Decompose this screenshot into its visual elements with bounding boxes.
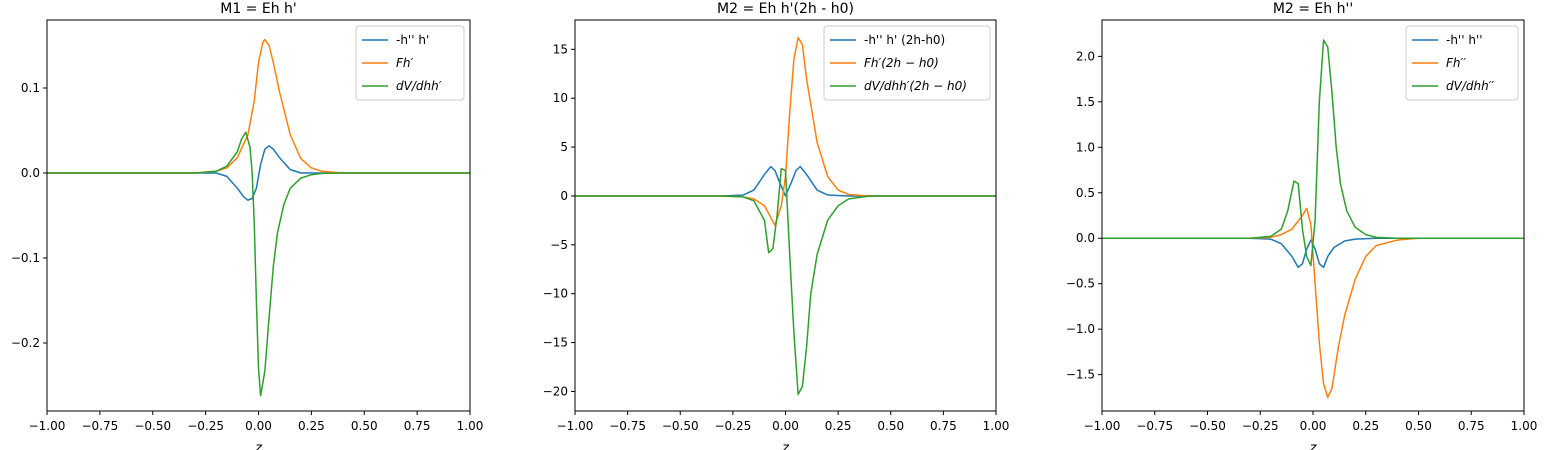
y-tick-label: −0.1 xyxy=(11,251,40,265)
y-tick-label: 1.0 xyxy=(1076,140,1095,154)
series-line-3 xyxy=(47,131,470,397)
x-tick-label: −0.50 xyxy=(662,419,699,433)
x-tick-label: −0.75 xyxy=(1136,419,1173,433)
x-tick-label: 1.00 xyxy=(457,419,484,433)
x-tick-label: 0.00 xyxy=(245,419,272,433)
x-axis-label: z xyxy=(781,441,790,450)
series-line-3 xyxy=(1102,39,1524,267)
legend: -h'' h' Fh′ dV/dhh′ xyxy=(355,25,465,101)
chart-title: M2 = Eh h'' xyxy=(1273,1,1353,17)
x-tick-label: 0.25 xyxy=(1352,419,1379,433)
legend-label: -h'' h'' xyxy=(1446,33,1483,47)
legend-box xyxy=(355,25,465,101)
x-tick-label: 0.50 xyxy=(351,419,378,433)
x-tick-label: 1.00 xyxy=(1511,419,1538,433)
y-tick-label: 1.5 xyxy=(1076,95,1095,109)
chart-title: M2 = Eh h'(2h - h0) xyxy=(717,1,854,17)
y-tick-label: 0 xyxy=(560,189,568,203)
x-axis-label: z xyxy=(254,441,263,450)
x-tick-label: 0.25 xyxy=(298,419,325,433)
legend-label: Fh′ xyxy=(396,56,414,70)
x-tick-label: −0.75 xyxy=(81,419,118,433)
y-tick-label: 15 xyxy=(553,42,568,56)
legend-label: Fh′′ xyxy=(1446,56,1466,70)
x-tick-label: −0.25 xyxy=(1242,419,1279,433)
legend-label: dV/dhh′(2h − h0) xyxy=(864,79,967,93)
x-tick-label: −1.00 xyxy=(557,419,594,433)
x-tick-label: 0.25 xyxy=(825,419,852,433)
chart-title: M1 = Eh h' xyxy=(220,1,297,17)
x-tick-label: −1.00 xyxy=(29,419,66,433)
y-tick-label: −5 xyxy=(550,238,568,252)
y-tick-label: 0.0 xyxy=(21,166,40,180)
legend-label: -h'' h' xyxy=(396,33,429,47)
series-line-2 xyxy=(47,38,470,174)
x-tick-label: 1.00 xyxy=(983,419,1010,433)
chart-panel-2: −1.00 −0.75 −0.50 −0.25 0.00 0.25 0.50 0.75 1.00… xyxy=(543,1,1010,450)
legend-box xyxy=(1405,25,1519,101)
x-tick-label: −1.00 xyxy=(1084,419,1121,433)
x-tick-label: 0.75 xyxy=(404,419,431,433)
x-tick-label: 0.75 xyxy=(1458,419,1485,433)
y-tick-label: −1.5 xyxy=(1066,368,1095,382)
x-tick-label: 0.50 xyxy=(877,419,904,433)
legend-box xyxy=(823,25,991,101)
series-line-1 xyxy=(575,165,996,197)
series-line-1 xyxy=(47,145,470,201)
chart-panel-3: −1.00 −0.75 −0.50 −0.25 0.00 0.25 0.50 0.75 1.00… xyxy=(1066,1,1538,450)
x-tick-label: −0.75 xyxy=(609,419,646,433)
series-line-2 xyxy=(575,36,996,227)
chart-panel-1: −1.00 −0.75 −0.50 −0.25 0.00 0.25 0.50 0.75 1.00… xyxy=(11,1,484,450)
y-tick-label: −0.2 xyxy=(11,336,40,350)
y-tick-label: −0.5 xyxy=(1066,277,1095,291)
x-tick-label: 0.00 xyxy=(772,419,799,433)
x-tick-label: −0.50 xyxy=(134,419,171,433)
x-tick-label: −0.25 xyxy=(187,419,224,433)
y-tick-label: −1.0 xyxy=(1066,322,1095,336)
x-tick-label: 0.75 xyxy=(930,419,957,433)
y-tick-label: 0.0 xyxy=(1076,231,1095,245)
x-axis-label: z xyxy=(1309,441,1318,450)
legend-label: -h'' h' (2h-h0) xyxy=(864,33,945,47)
legend: -h'' h' (2h-h0) Fh′(2h − h0) dV/dhh′(2h − … xyxy=(823,25,991,101)
y-tick-label: −20 xyxy=(543,384,568,398)
series-line-2 xyxy=(1102,207,1524,399)
series-line-3 xyxy=(575,167,996,396)
y-tick-label: 0.5 xyxy=(1076,186,1095,200)
x-tick-label: 0.50 xyxy=(1405,419,1432,433)
y-tick-label: 10 xyxy=(553,91,568,105)
x-tick-label: 0.00 xyxy=(1300,419,1327,433)
y-tick-label: 2.0 xyxy=(1076,49,1095,63)
x-tick-label: −0.25 xyxy=(714,419,751,433)
legend-label: dV/dhh′′ xyxy=(1446,79,1494,93)
y-tick-label: −15 xyxy=(543,336,568,350)
legend-label: dV/dhh′ xyxy=(396,79,442,93)
legend: -h'' h'' Fh′′ dV/dhh′′ xyxy=(1405,25,1519,101)
y-tick-label: 5 xyxy=(560,140,568,154)
y-tick-label: −10 xyxy=(543,287,568,301)
legend-label: Fh′(2h − h0) xyxy=(864,56,939,70)
x-tick-label: −0.50 xyxy=(1189,419,1226,433)
y-tick-label: 0.1 xyxy=(21,81,40,95)
